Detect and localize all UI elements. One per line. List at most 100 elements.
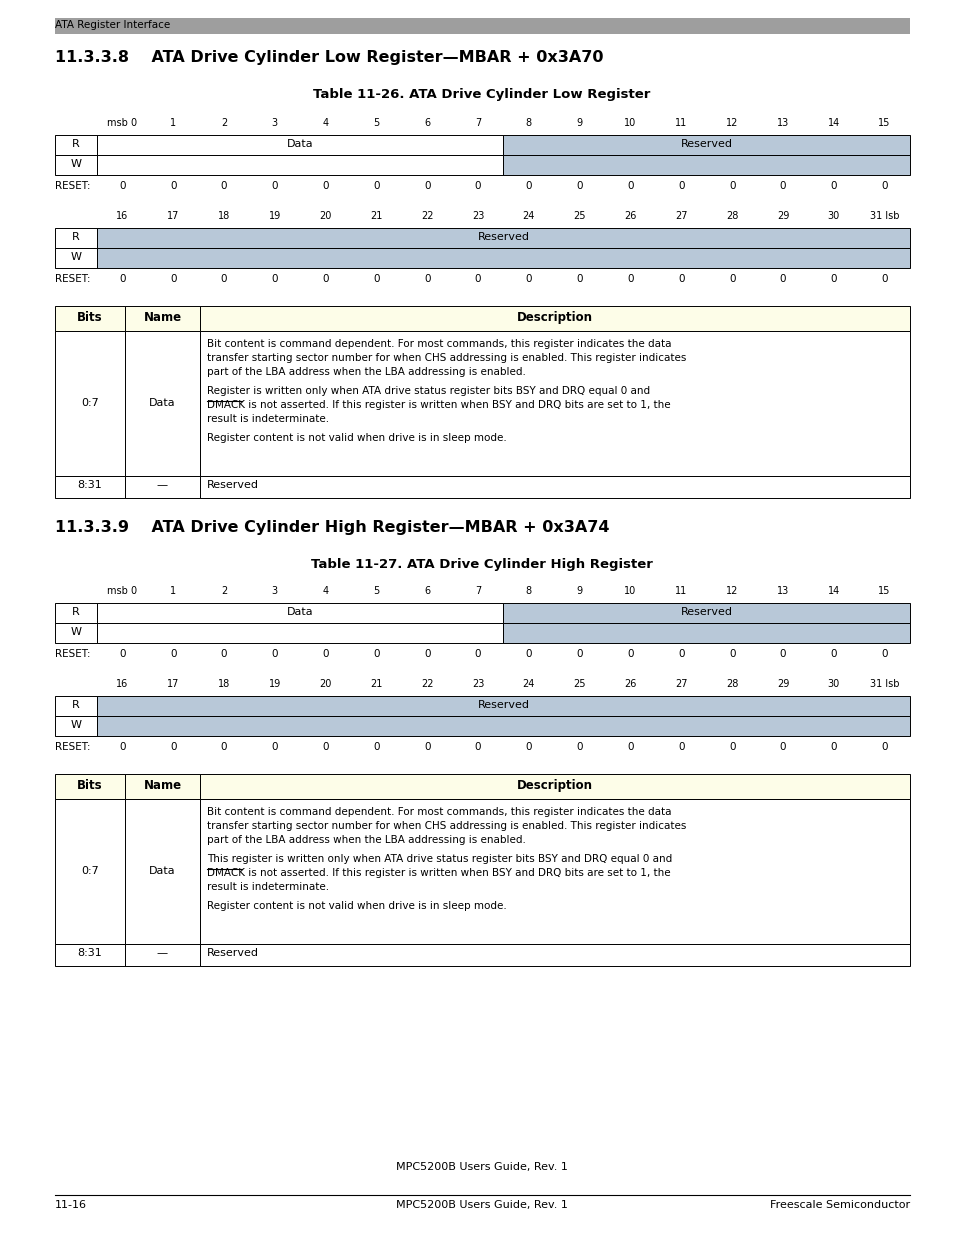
Text: 0: 0 — [119, 650, 126, 659]
Text: 0: 0 — [779, 274, 785, 284]
FancyBboxPatch shape — [97, 697, 909, 716]
FancyBboxPatch shape — [503, 622, 909, 643]
FancyBboxPatch shape — [55, 248, 97, 268]
Text: ATA Register Interface: ATA Register Interface — [55, 20, 170, 30]
Text: 7: 7 — [475, 119, 480, 128]
Text: 29: 29 — [776, 211, 788, 221]
FancyBboxPatch shape — [55, 716, 97, 736]
Text: 18: 18 — [217, 211, 230, 221]
Text: 8:31: 8:31 — [77, 480, 102, 490]
Text: This register is written only when ATA drive status register bits BSY and DRQ eq: This register is written only when ATA d… — [207, 853, 672, 864]
FancyBboxPatch shape — [503, 135, 909, 156]
Text: 23: 23 — [472, 679, 484, 689]
Text: 0: 0 — [678, 182, 684, 191]
Text: 1: 1 — [170, 119, 176, 128]
Text: msb 0: msb 0 — [108, 585, 137, 597]
Text: 23: 23 — [472, 211, 484, 221]
Text: Description: Description — [517, 311, 593, 324]
Text: DMACK is not asserted. If this register is written when BSY and DRQ bits are set: DMACK is not asserted. If this register … — [207, 868, 670, 878]
Text: 22: 22 — [420, 679, 433, 689]
Text: 0: 0 — [322, 650, 329, 659]
FancyBboxPatch shape — [55, 306, 125, 331]
Text: 0: 0 — [728, 274, 735, 284]
FancyBboxPatch shape — [503, 156, 909, 175]
Text: 26: 26 — [623, 679, 636, 689]
Text: transfer starting sector number for when CHS addressing is enabled. This registe: transfer starting sector number for when… — [207, 821, 685, 831]
Text: 4: 4 — [322, 119, 329, 128]
Text: 0: 0 — [220, 742, 227, 752]
Text: Register is written only when ATA drive status register bits BSY and DRQ equal 0: Register is written only when ATA drive … — [207, 387, 649, 396]
Text: 30: 30 — [827, 211, 839, 221]
Text: 0: 0 — [576, 742, 582, 752]
Text: 3: 3 — [272, 119, 277, 128]
Text: 0: 0 — [475, 182, 481, 191]
Text: 10: 10 — [624, 119, 636, 128]
Text: DMACK is not asserted. If this register is written when BSY and DRQ bits are set: DMACK is not asserted. If this register … — [207, 400, 670, 410]
FancyBboxPatch shape — [97, 228, 909, 248]
Text: 0: 0 — [119, 182, 126, 191]
Text: result is indeterminate.: result is indeterminate. — [207, 414, 329, 424]
Text: W: W — [71, 627, 81, 637]
Text: 22: 22 — [420, 211, 433, 221]
FancyBboxPatch shape — [200, 799, 909, 944]
Text: R: R — [72, 232, 80, 242]
Text: 5: 5 — [373, 119, 379, 128]
Text: 21: 21 — [370, 679, 382, 689]
Text: 0: 0 — [830, 274, 836, 284]
Text: 28: 28 — [725, 211, 738, 221]
Text: 0: 0 — [881, 650, 887, 659]
Text: 27: 27 — [675, 679, 687, 689]
Text: 0: 0 — [779, 742, 785, 752]
Text: transfer starting sector number for when CHS addressing is enabled. This registe: transfer starting sector number for when… — [207, 353, 685, 363]
Text: 0: 0 — [170, 742, 176, 752]
Text: 2: 2 — [221, 585, 227, 597]
Text: 20: 20 — [319, 679, 332, 689]
Text: 0: 0 — [830, 742, 836, 752]
Text: Bits: Bits — [77, 311, 103, 324]
Text: Reserved: Reserved — [207, 948, 258, 958]
Text: msb 0: msb 0 — [108, 119, 137, 128]
Text: 0:7: 0:7 — [81, 866, 99, 876]
Text: 19: 19 — [269, 211, 281, 221]
Text: 0: 0 — [170, 274, 176, 284]
Text: RESET:: RESET: — [55, 182, 91, 191]
FancyBboxPatch shape — [97, 248, 909, 268]
Text: 16: 16 — [116, 679, 129, 689]
Text: Table 11-27. ATA Drive Cylinder High Register: Table 11-27. ATA Drive Cylinder High Reg… — [311, 558, 652, 571]
Text: 11.3.3.8    ATA Drive Cylinder Low Register—MBAR + 0x3A70: 11.3.3.8 ATA Drive Cylinder Low Register… — [55, 49, 603, 65]
Text: 0: 0 — [220, 274, 227, 284]
Text: 10: 10 — [624, 585, 636, 597]
Text: 0: 0 — [576, 182, 582, 191]
Text: Bit content is command dependent. For most commands, this register indicates the: Bit content is command dependent. For mo… — [207, 806, 671, 818]
Text: Data: Data — [149, 398, 175, 408]
Text: W: W — [71, 252, 81, 262]
Text: 0: 0 — [272, 274, 278, 284]
Text: 20: 20 — [319, 211, 332, 221]
Text: 0: 0 — [728, 742, 735, 752]
Text: 8: 8 — [525, 119, 532, 128]
Text: 0: 0 — [119, 274, 126, 284]
Text: MPC5200B Users Guide, Rev. 1: MPC5200B Users Guide, Rev. 1 — [395, 1162, 567, 1172]
Text: Register content is not valid when drive is in sleep mode.: Register content is not valid when drive… — [207, 433, 506, 443]
FancyBboxPatch shape — [125, 799, 200, 944]
Text: 0: 0 — [678, 742, 684, 752]
FancyBboxPatch shape — [200, 944, 909, 966]
FancyBboxPatch shape — [55, 156, 97, 175]
FancyBboxPatch shape — [125, 475, 200, 498]
Text: 0: 0 — [475, 650, 481, 659]
Text: 19: 19 — [269, 679, 281, 689]
Text: 0: 0 — [170, 650, 176, 659]
Text: 4: 4 — [322, 585, 329, 597]
Text: 0: 0 — [525, 742, 532, 752]
FancyBboxPatch shape — [125, 944, 200, 966]
Text: 18: 18 — [217, 679, 230, 689]
Text: —: — — [157, 948, 168, 958]
Text: 0: 0 — [322, 274, 329, 284]
Text: Bits: Bits — [77, 779, 103, 792]
Text: 0: 0 — [373, 742, 379, 752]
Text: 26: 26 — [623, 211, 636, 221]
Text: Reserved: Reserved — [207, 480, 258, 490]
Text: 0: 0 — [881, 274, 887, 284]
Text: part of the LBA address when the LBA addressing is enabled.: part of the LBA address when the LBA add… — [207, 835, 525, 845]
Text: 0: 0 — [220, 650, 227, 659]
